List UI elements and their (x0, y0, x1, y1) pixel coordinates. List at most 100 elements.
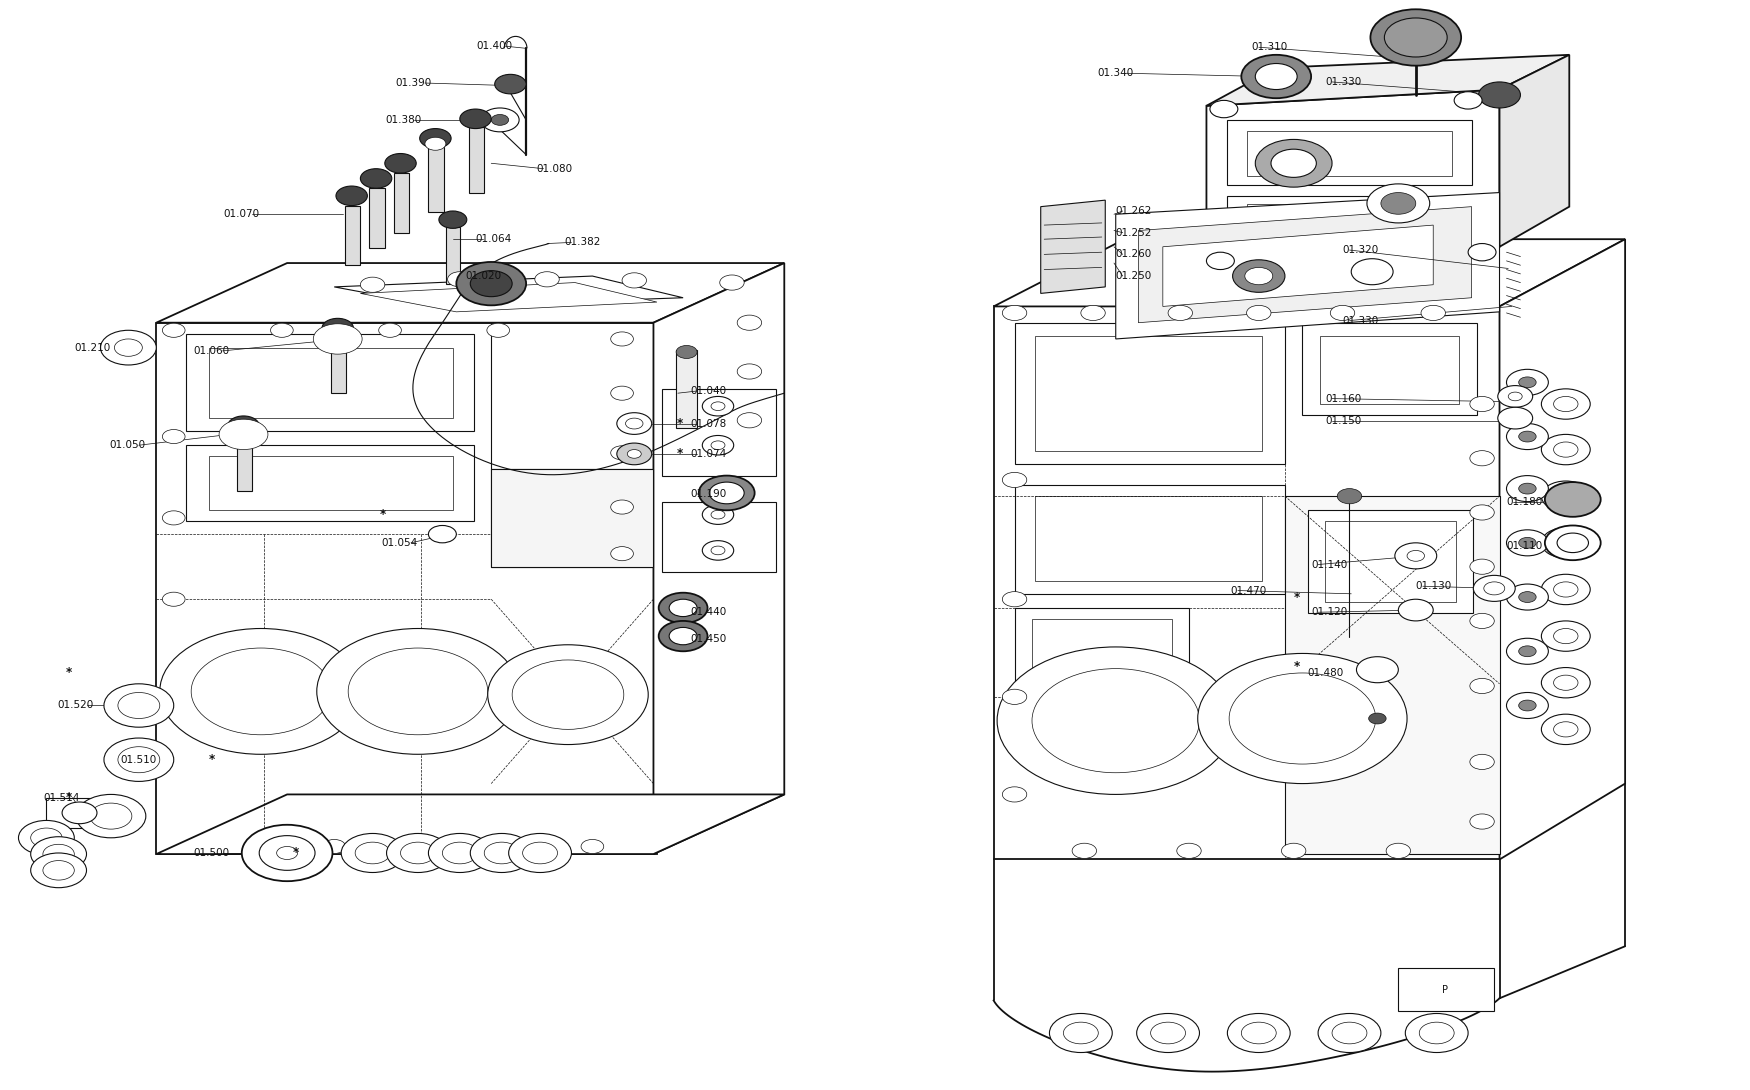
Text: 01.514: 01.514 (44, 792, 79, 802)
Text: *: * (677, 417, 682, 431)
Bar (446, 227, 460, 283)
Text: 01.020: 01.020 (466, 271, 500, 281)
Circle shape (611, 546, 634, 560)
Bar (394, 173, 410, 232)
Text: 01.064: 01.064 (476, 234, 511, 244)
Circle shape (1064, 1022, 1099, 1044)
Circle shape (997, 647, 1234, 795)
Circle shape (1244, 267, 1272, 284)
Polygon shape (1116, 193, 1500, 339)
Text: 01.050: 01.050 (110, 440, 145, 450)
Circle shape (425, 137, 446, 150)
Circle shape (401, 843, 436, 864)
Circle shape (31, 837, 86, 871)
Circle shape (159, 629, 362, 754)
Circle shape (44, 861, 74, 880)
Polygon shape (1162, 226, 1433, 306)
Circle shape (1232, 259, 1284, 292)
Circle shape (1419, 1022, 1454, 1044)
Circle shape (1318, 1014, 1381, 1053)
Circle shape (1542, 528, 1591, 558)
Text: *: * (208, 753, 215, 766)
Polygon shape (1500, 54, 1570, 246)
Circle shape (1368, 713, 1386, 724)
Circle shape (702, 541, 733, 560)
Circle shape (1281, 844, 1306, 859)
Bar (662, 501, 775, 572)
Circle shape (492, 114, 509, 125)
Text: *: * (66, 666, 72, 679)
Text: *: * (292, 847, 299, 860)
Text: *: * (380, 508, 387, 521)
Bar (1246, 205, 1452, 241)
Circle shape (611, 446, 634, 460)
Circle shape (460, 109, 492, 129)
Circle shape (626, 449, 640, 458)
Circle shape (710, 546, 724, 555)
Polygon shape (1500, 239, 1626, 860)
Circle shape (1082, 305, 1106, 320)
Text: *: * (1293, 659, 1300, 673)
Circle shape (668, 628, 696, 645)
Circle shape (513, 659, 623, 729)
Circle shape (1050, 1014, 1113, 1053)
Circle shape (625, 419, 642, 429)
Polygon shape (334, 276, 682, 306)
Circle shape (710, 402, 724, 411)
Circle shape (1545, 525, 1601, 560)
Circle shape (471, 270, 513, 296)
Bar (1036, 336, 1262, 450)
Polygon shape (156, 795, 784, 855)
Circle shape (702, 397, 733, 416)
Circle shape (611, 386, 634, 400)
Circle shape (1351, 258, 1393, 284)
Text: 01.340: 01.340 (1097, 69, 1134, 78)
Circle shape (1470, 614, 1494, 629)
Circle shape (1395, 543, 1437, 569)
Circle shape (322, 318, 354, 338)
Circle shape (616, 443, 651, 464)
Bar (186, 445, 474, 521)
Circle shape (103, 683, 173, 727)
Text: 01.040: 01.040 (690, 386, 726, 396)
Circle shape (443, 843, 478, 864)
Circle shape (1470, 678, 1494, 693)
Bar (186, 334, 474, 432)
Circle shape (702, 436, 733, 455)
Circle shape (1407, 550, 1424, 561)
Circle shape (242, 825, 332, 881)
Circle shape (163, 324, 186, 337)
Text: 01.480: 01.480 (1307, 668, 1344, 678)
Circle shape (360, 169, 392, 189)
Circle shape (1542, 435, 1591, 464)
Circle shape (89, 803, 131, 829)
Circle shape (1003, 472, 1027, 487)
Circle shape (1381, 193, 1416, 215)
Circle shape (1484, 582, 1505, 595)
Bar (208, 456, 453, 510)
Circle shape (1367, 184, 1430, 223)
Circle shape (117, 692, 159, 718)
Circle shape (710, 440, 724, 449)
Circle shape (1519, 700, 1536, 711)
Circle shape (710, 510, 724, 519)
Circle shape (1554, 397, 1578, 412)
Circle shape (1370, 10, 1461, 65)
Circle shape (1228, 673, 1376, 764)
Circle shape (1507, 692, 1549, 718)
Circle shape (1241, 1022, 1276, 1044)
Circle shape (1542, 621, 1591, 652)
Circle shape (44, 845, 74, 864)
Circle shape (378, 324, 401, 337)
Circle shape (1356, 656, 1398, 682)
Circle shape (1498, 408, 1533, 429)
Bar (1398, 968, 1494, 1012)
Circle shape (523, 843, 558, 864)
Circle shape (1479, 82, 1521, 108)
Circle shape (536, 271, 560, 287)
Circle shape (1337, 488, 1362, 504)
Circle shape (259, 836, 315, 870)
Circle shape (658, 621, 707, 652)
Circle shape (1507, 424, 1549, 449)
Text: 01.074: 01.074 (690, 449, 726, 459)
